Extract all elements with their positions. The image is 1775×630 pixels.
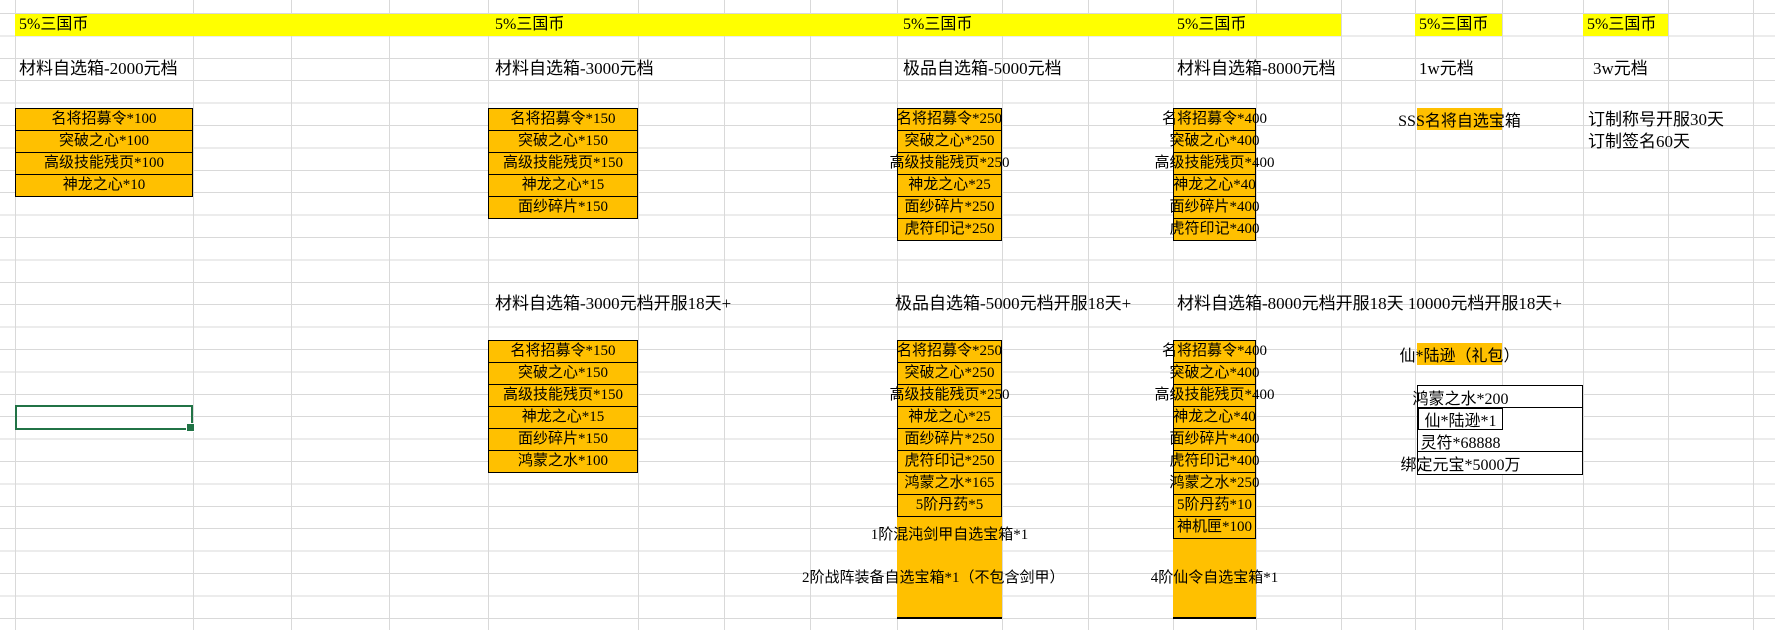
chest-cell[interactable]: 2阶战阵装备自选宝箱*1（不包含剑甲）	[802, 570, 1065, 586]
gift-row[interactable]: 鸿蒙之水*200	[1412, 386, 1582, 408]
item-cell[interactable]: 神龙之心*40	[1173, 174, 1256, 197]
section-title-1w[interactable]: 1w元档	[1419, 59, 1474, 78]
item-cell[interactable]: 鸿蒙之水*100	[488, 450, 638, 473]
banner-cell-3w[interactable]: 5%三国币	[1583, 14, 1668, 36]
item-cell[interactable]: 神机匣*100	[1173, 516, 1256, 539]
item-cell[interactable]: 名将招募令*250	[897, 108, 1002, 131]
item-cell[interactable]: 神龙之心*15	[488, 406, 638, 429]
section-title-8000-18d[interactable]: 材料自选箱-8000元档开服18天 10000元档开服18天+	[1177, 294, 1562, 313]
fill-handle[interactable]	[186, 423, 195, 432]
item-cell[interactable]: 神龙之心*40	[1173, 406, 1256, 429]
gift-row[interactable]: 灵符*68888	[1418, 430, 1582, 452]
item-cell[interactable]: 神龙之心*10	[15, 174, 193, 197]
item-cell[interactable]: 面纱碎片*250	[897, 196, 1002, 219]
item-cell[interactable]: 突破之心*400	[1170, 362, 1260, 385]
custom-title-line[interactable]: 订制称号开服30天	[1588, 110, 1724, 129]
item-cell[interactable]: 高级技能残页*250	[890, 384, 1010, 407]
item-cell[interactable]: 神龙之心*15	[488, 174, 638, 197]
section-title-3000[interactable]: 材料自选箱-3000元档	[495, 59, 654, 78]
item-table-3000-18d: 名将招募令*150 突破之心*150 高级技能残页*150 神龙之心*15 面纱…	[488, 340, 638, 473]
item-cell[interactable]: 高级技能残页*250	[890, 152, 1010, 175]
item-strip-5000-18d: 名将招募令*250 突破之心*250 高级技能残页*250 神龙之心*25 面纱…	[870, 340, 1029, 619]
section-title-3w[interactable]: 3w元档	[1593, 59, 1648, 78]
banner-label[interactable]: 5%三国币	[1177, 16, 1247, 33]
item-cell[interactable]: 面纱碎片*250	[897, 428, 1002, 451]
banner-label[interactable]: 5%三国币	[903, 16, 973, 33]
banner-cell-1w[interactable]: 5%三国币	[1415, 14, 1502, 36]
item-cell[interactable]: 鸿蒙之水*250	[1170, 472, 1260, 495]
banner-label: 5%三国币	[1587, 16, 1657, 33]
item-cell[interactable]: 高级技能残页*400	[1155, 384, 1275, 407]
gift-cell: 灵符*68888	[1420, 435, 1501, 452]
item-cell[interactable]: 名将招募令*100	[15, 108, 193, 131]
item-cell[interactable]: 高级技能残页*150	[488, 384, 638, 407]
xianbao-title-cell[interactable]: 仙*陆逊（礼包）	[1400, 343, 1520, 365]
item-table-5000: 名将招募令*250 突破之心*250 高级技能残页*250 神龙之心*25 面纱…	[890, 108, 1010, 241]
item-cell[interactable]: 面纱碎片*150	[488, 428, 638, 451]
item-table-3000: 名将招募令*150 突破之心*150 高级技能残页*150 神龙之心*15 面纱…	[488, 108, 638, 219]
xianbao-table: 鸿蒙之水*200 仙*陆逊*1 灵符*68888 绑定元宝*5000万	[1400, 385, 1583, 475]
banner-band[interactable]	[15, 14, 1341, 36]
section-title-3000-18d[interactable]: 材料自选箱-3000元档开服18天+	[495, 294, 732, 313]
item-strip-8000-18d: 名将招募令*400 突破之心*400 高级技能残页*400 神龙之心*40 面纱…	[1150, 340, 1279, 619]
item-cell[interactable]: 名将招募令*250	[897, 340, 1002, 363]
sss-chest-cell[interactable]: SSS名将自选宝箱	[1398, 108, 1521, 130]
selected-cell[interactable]	[15, 405, 195, 432]
item-cell[interactable]: 面纱碎片*150	[488, 196, 638, 219]
chest-cell[interactable]: 1阶混沌剑甲自选宝箱*1	[870, 527, 1029, 543]
item-cell[interactable]: 突破之心*150	[488, 362, 638, 385]
item-cell[interactable]: 面纱碎片*400	[1170, 428, 1260, 451]
item-cell[interactable]: 神龙之心*25	[897, 406, 1002, 429]
item-cell[interactable]: 突破之心*250	[897, 362, 1002, 385]
item-cell[interactable]: 名将招募令*150	[488, 340, 638, 363]
gift-cell: 绑定元宝*5000万	[1400, 457, 1521, 474]
item-cell[interactable]: 虎符印记*250	[897, 218, 1002, 241]
item-table-8000: 名将招募令*400 突破之心*400 高级技能残页*400 神龙之心*40 面纱…	[1155, 108, 1275, 241]
item-cell[interactable]: 突破之心*400	[1170, 130, 1260, 153]
item-cell[interactable]: 突破之心*250	[897, 130, 1002, 153]
item-cell[interactable]: 名将招募令*400	[1162, 340, 1267, 363]
item-cell[interactable]: 突破之心*150	[488, 130, 638, 153]
gift-row[interactable]: 绑定元宝*5000万	[1400, 452, 1582, 474]
item-cell[interactable]: 高级技能残页*400	[1155, 152, 1275, 175]
section-title-5000-18d[interactable]: 极品自选箱-5000元档开服18天+	[895, 294, 1132, 313]
banner-label[interactable]: 5%三国币	[19, 16, 89, 33]
item-cell[interactable]: 虎符印记*400	[1170, 218, 1260, 241]
item-cell[interactable]: 名将招募令*150	[488, 108, 638, 131]
item-table-2000: 名将招募令*100 突破之心*100 高级技能残页*100 神龙之心*10	[15, 108, 193, 197]
chest-cell[interactable]: 4阶仙令自选宝箱*1	[1150, 570, 1279, 586]
section-title-5000[interactable]: 极品自选箱-5000元档	[903, 59, 1062, 78]
custom-sign-line[interactable]: 订制签名60天	[1588, 132, 1690, 151]
item-cell[interactable]: 名将招募令*400	[1162, 108, 1267, 131]
gift-cell-boxed: 仙*陆逊*1	[1418, 408, 1503, 430]
item-cell[interactable]: 突破之心*100	[15, 130, 193, 153]
section-title-2000[interactable]: 材料自选箱-2000元档	[19, 59, 178, 78]
item-cell[interactable]: 高级技能残页*100	[15, 152, 193, 175]
item-cell[interactable]: 鸿蒙之水*165	[897, 472, 1002, 495]
item-cell[interactable]: 面纱碎片*400	[1170, 196, 1260, 219]
item-cell[interactable]: 神龙之心*25	[897, 174, 1002, 197]
item-cell[interactable]: 5阶丹药*10	[1173, 494, 1256, 517]
banner-label: 5%三国币	[1419, 16, 1489, 33]
section-title-8000[interactable]: 材料自选箱-8000元档	[1177, 59, 1336, 78]
item-cell[interactable]: 高级技能残页*150	[488, 152, 638, 175]
item-cell[interactable]: 5阶丹药*5	[897, 494, 1002, 517]
item-cell[interactable]: 虎符印记*400	[1170, 450, 1260, 473]
gift-row[interactable]: 仙*陆逊*1	[1418, 408, 1582, 430]
item-cell[interactable]: 虎符印记*250	[897, 450, 1002, 473]
gift-cell: 鸿蒙之水*200	[1412, 391, 1509, 408]
banner-label[interactable]: 5%三国币	[495, 16, 565, 33]
